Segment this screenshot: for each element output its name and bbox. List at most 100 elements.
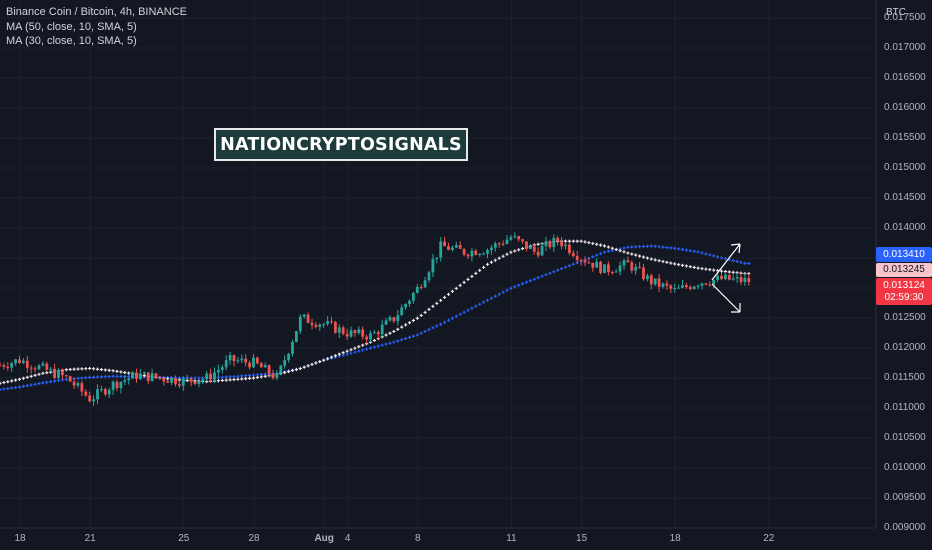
ma-point [326,357,330,361]
time-tick-label: 18 [14,533,26,544]
ma-point [287,369,291,374]
ma-point [123,370,127,375]
ma-point [563,239,568,243]
candle-body [349,330,353,337]
ma-point [345,349,349,353]
candle-body [404,304,407,308]
ma-point [571,262,575,266]
candle-body [14,359,17,364]
ma-point [236,377,240,381]
ma-point [240,377,244,381]
candle-body [614,271,618,273]
candle-body [197,381,201,385]
ma-30-line [0,239,751,385]
ma-point [322,358,326,362]
candle-body [154,373,158,378]
ma-point [680,247,685,252]
ma30-legend[interactable]: MA (30, close, 10, SMA, 5) [6,35,137,47]
ma-point [407,335,412,339]
ma-point [368,346,373,350]
ma-point [380,343,384,347]
symbol-title[interactable]: Binance Coin / Bitcoin, 4h, BINANCE [6,6,187,18]
candle-body [6,366,10,368]
time-tick-label: 28 [248,533,260,544]
ma-point [470,306,474,310]
ma-point [248,373,252,377]
candle-body [595,261,599,268]
ma-point [314,361,318,365]
ma-point [384,342,388,346]
ma-point [587,241,591,245]
ma-point [700,251,704,255]
ma-point [435,324,439,328]
bar-countdown: 02:59:30 [884,292,924,303]
ma-point [544,273,548,277]
ma-point [372,338,376,343]
candle-body [447,246,450,250]
candle-body [178,384,181,386]
candle-body [61,370,64,376]
candle-body [599,261,602,273]
ma-point [115,369,119,373]
price-axis-unit: BTC [886,7,906,18]
ma50-legend[interactable]: MA (50, close, 10, SMA, 5) [6,20,137,33]
ma-point [450,289,454,293]
candle-body [525,241,528,250]
ma-point [80,376,84,380]
candle-body [400,307,404,316]
candle-body [552,237,556,248]
candle-body [626,260,630,263]
ma-point [333,354,337,358]
ma-point [626,245,630,249]
ma-point [127,371,131,375]
candle-body [692,286,696,289]
ma-point [427,307,431,311]
ma-point [680,263,685,267]
candle-body [174,378,177,385]
ma-point [466,277,470,281]
candle-body [135,372,138,379]
candle-body [373,332,376,334]
price-tick-label: 0.016500 [884,72,926,83]
candle-body [747,278,751,282]
ma-point [548,271,552,275]
candle-body [743,278,747,283]
candle-body [337,327,341,333]
candle-body [677,287,680,289]
candle-body [357,329,361,334]
candle-body [454,245,458,248]
candle-body [361,329,365,337]
ma-point [68,367,72,372]
candle-body [150,373,154,381]
candle-body [115,381,119,389]
ma-point [536,276,540,280]
ma-point [21,384,25,388]
ma-point [735,259,739,264]
ma-point [396,327,400,331]
price-tick-label: 0.015500 [884,132,926,143]
candle-body [244,358,248,363]
ma-point [29,374,33,378]
ma-point [462,280,466,284]
price-tick-label: 0.016000 [884,102,926,113]
candle-body [369,333,372,340]
candle-body [33,368,37,370]
candle-body [57,370,60,378]
ma-point [669,246,673,250]
candle-body [587,262,591,264]
candle-body [287,353,290,361]
candle-body [193,381,197,385]
candle-body [263,365,267,368]
ma-point [517,283,521,287]
ma-point [606,245,610,249]
candle-body [497,243,501,245]
candle-body [18,359,21,363]
arrow-down-icon [711,283,741,313]
candle-body [735,277,739,279]
candle-body [700,283,704,286]
ma-point [193,376,197,380]
candle-body [131,372,134,379]
ma-point [677,247,681,251]
ma-point [115,374,119,378]
